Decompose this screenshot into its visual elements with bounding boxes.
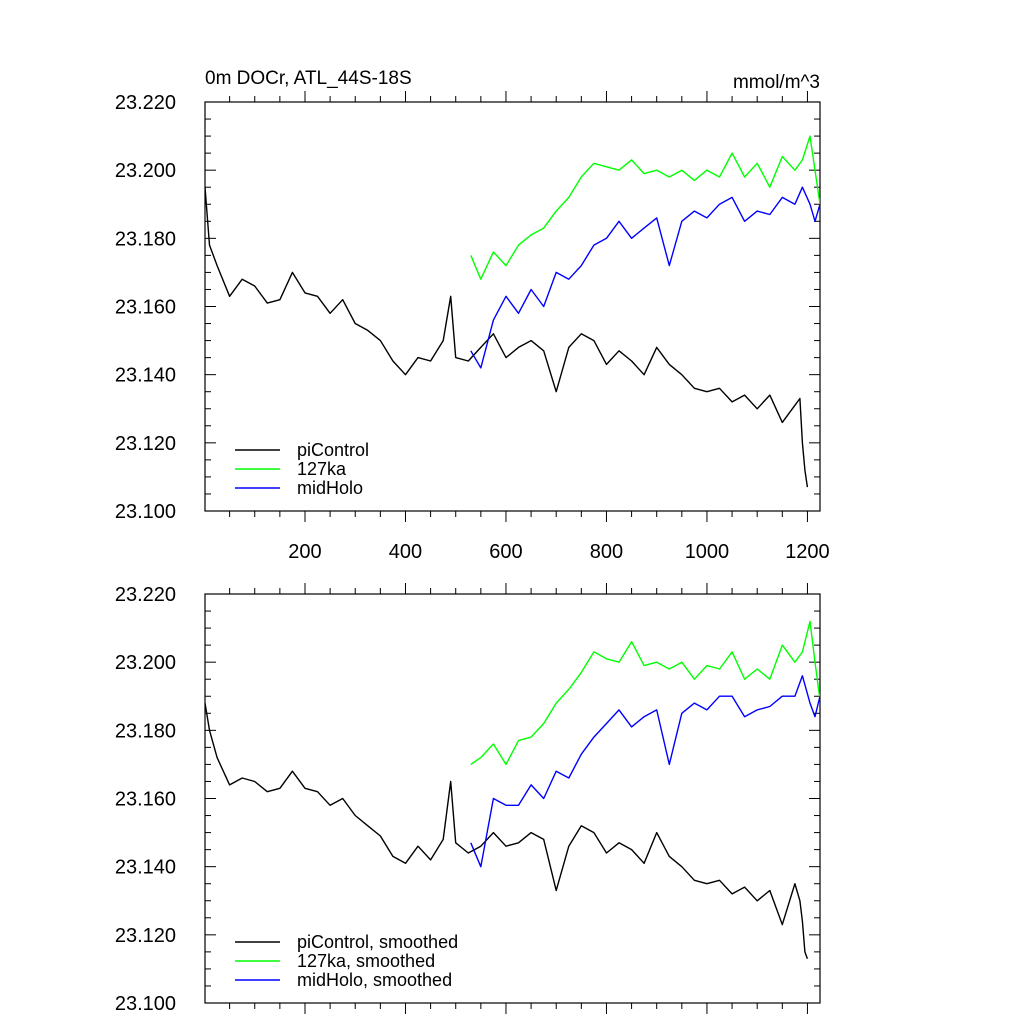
legend-label: midHolo, smoothed: [297, 970, 452, 990]
y-tick-label: 23.180: [115, 720, 176, 742]
series-line-127ka: [470, 135, 820, 280]
y-tick-label: 23.220: [115, 92, 176, 114]
x-tick-label: 1000: [685, 541, 730, 563]
series-line-midholo: [470, 675, 820, 868]
y-tick-label: 23.140: [115, 857, 176, 879]
y-tick-label: 23.180: [115, 228, 176, 250]
chart-title: 0m DOCr, ATL_44S-18S: [205, 68, 412, 89]
y-tick-label: 23.220: [115, 584, 176, 606]
y-tick-label: 23.140: [115, 365, 176, 387]
y-tick-label: 23.120: [115, 433, 176, 455]
series-line-midholo: [470, 186, 820, 369]
series-line-picontrol: [205, 702, 809, 959]
x-tick-label: 200: [288, 541, 321, 563]
x-tick-label: 400: [389, 541, 422, 563]
y-tick-label: 23.160: [115, 297, 176, 319]
units-label: mmol/m^3: [733, 72, 820, 93]
x-tick-label: 1200: [785, 541, 830, 563]
series-line-127ka: [470, 620, 820, 766]
y-tick-label: 23.200: [115, 160, 176, 182]
series-line-picontrol: [205, 187, 809, 488]
top-panel: 23.100 23.120 23.140 23.160 23.180 23.200 23.2…: [115, 68, 830, 563]
y-tick-label: 23.100: [115, 501, 176, 523]
x-tick-label: 600: [489, 541, 522, 563]
legend-label: piControl: [297, 440, 369, 460]
x-tick-label: 800: [590, 541, 623, 563]
legend-label: 127ka: [297, 459, 347, 479]
bottom-panel: 23.100 23.120 23.140 23.160 23.180 23.200 23.2…: [115, 583, 821, 1015]
y-tick-label: 23.200: [115, 652, 176, 674]
legend-label: 127ka, smoothed: [297, 951, 435, 971]
y-tick-label: 23.120: [115, 925, 176, 947]
legend-label: piControl, smoothed: [297, 932, 458, 952]
y-tick-label: 23.160: [115, 789, 176, 811]
y-tick-label: 23.100: [115, 993, 176, 1015]
legend-label: midHolo: [297, 478, 363, 498]
